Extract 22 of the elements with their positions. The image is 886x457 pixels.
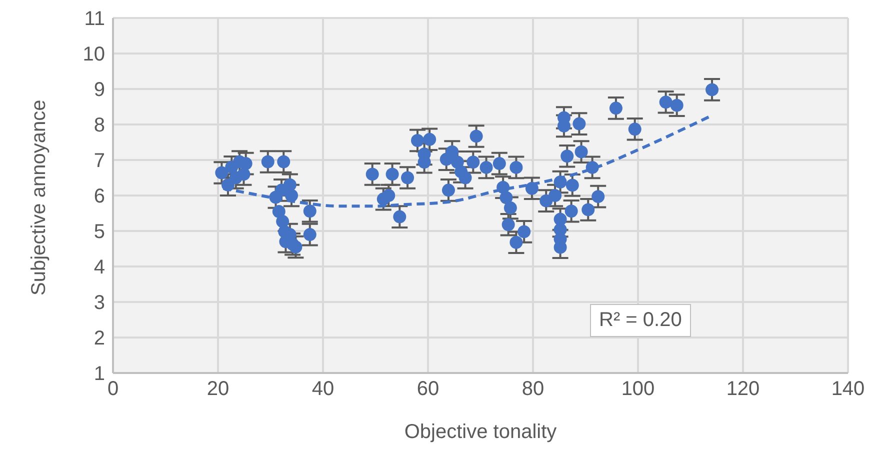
y-tick-label: 8 <box>94 114 105 137</box>
x-tick-label: 0 <box>107 378 119 400</box>
x-tick-label: 60 <box>416 378 440 400</box>
x-tick-label: 100 <box>621 378 655 400</box>
y-tick-label: 5 <box>94 221 105 244</box>
y-tick-label: 7 <box>94 150 105 172</box>
y-axis-title: Subjective annoyance <box>28 100 50 296</box>
y-tick-label: 9 <box>94 79 105 102</box>
x-tick-label: 40 <box>312 378 334 400</box>
y-tick-label: 11 <box>84 8 105 30</box>
y-tick-label: 3 <box>94 292 105 314</box>
y-tick-label: 10 <box>82 44 105 66</box>
x-tick-label: 80 <box>522 378 544 400</box>
x-axis-title: Objective tonality <box>404 421 557 443</box>
y-tick-label: 2 <box>94 328 105 350</box>
y-tick-label: 1 <box>94 363 105 386</box>
x-tick-label: 140 <box>831 378 865 400</box>
x-tick-label: 20 <box>206 378 230 400</box>
y-tick-label: 6 <box>94 186 105 208</box>
y-tick-label: 4 <box>94 256 105 279</box>
annotation: R² = 0.20 <box>590 304 691 337</box>
x-tick-label: 120 <box>726 378 760 400</box>
